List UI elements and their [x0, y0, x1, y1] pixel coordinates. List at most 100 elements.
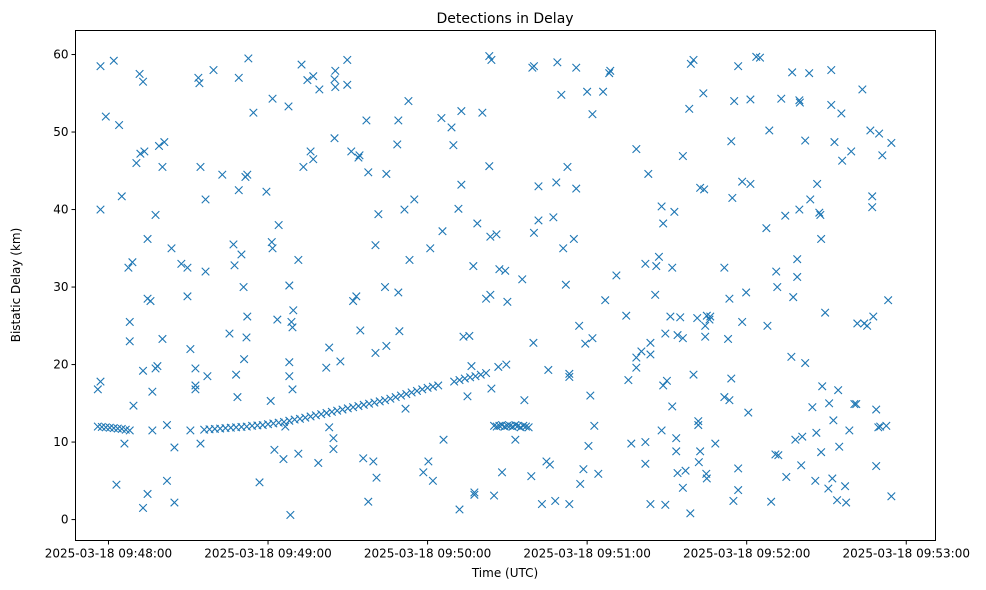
data-point [816, 210, 825, 220]
track-point [391, 392, 400, 402]
data-point [266, 396, 275, 406]
data-point [520, 396, 529, 405]
data-point [469, 261, 478, 271]
track-point [423, 383, 432, 392]
data-point [850, 399, 859, 409]
data-point [497, 468, 507, 477]
x-tick-label: 2025-03-18 09:53:00 [843, 547, 970, 561]
data-point [882, 421, 891, 430]
data-point [129, 401, 138, 410]
data-point [109, 56, 118, 65]
data-point [183, 292, 192, 301]
data-point [816, 447, 826, 457]
data-point [537, 499, 547, 509]
data-point [231, 370, 241, 379]
data-point [545, 460, 555, 469]
data-point [632, 363, 641, 372]
data-point [138, 366, 148, 375]
axes-layer: 2025-03-18 09:48:00 2025-03-18 09:49:00 20… [45, 48, 970, 561]
data-point [428, 476, 438, 486]
data-point [285, 281, 294, 290]
data-point [325, 423, 334, 432]
data-point [372, 473, 381, 482]
data-point [588, 110, 597, 119]
data-point [733, 61, 743, 71]
data-point [632, 144, 641, 154]
data-point [795, 205, 804, 214]
data-point [382, 341, 391, 351]
data-point [355, 151, 364, 160]
data-point [437, 113, 446, 123]
data-point [229, 240, 238, 249]
data-point [606, 66, 615, 75]
data-point [201, 267, 210, 276]
data-point [806, 195, 815, 204]
data-point [196, 162, 205, 172]
data-point [288, 323, 297, 332]
data-point [588, 334, 597, 343]
data-point [494, 362, 503, 372]
data-point [329, 434, 338, 443]
data-point [694, 416, 703, 426]
data-point [641, 437, 650, 447]
plot-frame [75, 30, 936, 541]
data-point [763, 321, 772, 330]
data-point [706, 312, 715, 321]
data-point [195, 79, 204, 88]
data-point [285, 371, 294, 381]
data-point [557, 90, 566, 100]
data-point [330, 134, 339, 143]
data-point [170, 498, 179, 507]
data-point [852, 399, 861, 409]
data-point [798, 432, 807, 441]
data-point [887, 138, 896, 148]
data-point [128, 258, 137, 267]
data-point [209, 65, 218, 75]
data-point [772, 267, 781, 276]
data-point [273, 315, 282, 324]
data-point [170, 443, 179, 452]
data-point [492, 230, 501, 239]
data-point [148, 426, 157, 435]
track-point [311, 411, 321, 420]
data-point [371, 348, 380, 358]
data-point [405, 255, 414, 265]
data-point [455, 505, 464, 514]
track-point [492, 422, 501, 431]
data-point [646, 499, 655, 509]
data-point [641, 259, 650, 268]
data-point [380, 282, 390, 292]
data-point [612, 271, 621, 280]
track-point [396, 391, 406, 400]
data-point [652, 261, 661, 271]
data-point [668, 402, 677, 411]
data-point [791, 435, 800, 444]
track-point [93, 422, 103, 431]
data-point [268, 244, 277, 253]
data-point [426, 244, 435, 253]
data-point [746, 179, 755, 189]
track-point [301, 413, 310, 422]
data-point [820, 308, 830, 317]
data-point [552, 178, 561, 187]
data-point [598, 87, 608, 96]
x-tick-label: 2025-03-18 09:50:00 [364, 547, 491, 561]
data-point [354, 153, 363, 162]
data-point [268, 94, 277, 103]
data-point [637, 347, 646, 356]
data-point [689, 370, 698, 379]
data-point [835, 442, 844, 451]
data-point [486, 232, 495, 241]
track-point [348, 402, 358, 412]
data-point [485, 51, 494, 61]
data-point [239, 354, 249, 364]
data-point [673, 330, 682, 340]
data-point [117, 192, 126, 201]
data-point [654, 252, 664, 262]
data-point [336, 357, 345, 366]
data-point [832, 496, 842, 505]
data-point [394, 288, 403, 297]
data-point [534, 182, 543, 191]
data-point [362, 116, 371, 125]
data-point [96, 377, 105, 386]
